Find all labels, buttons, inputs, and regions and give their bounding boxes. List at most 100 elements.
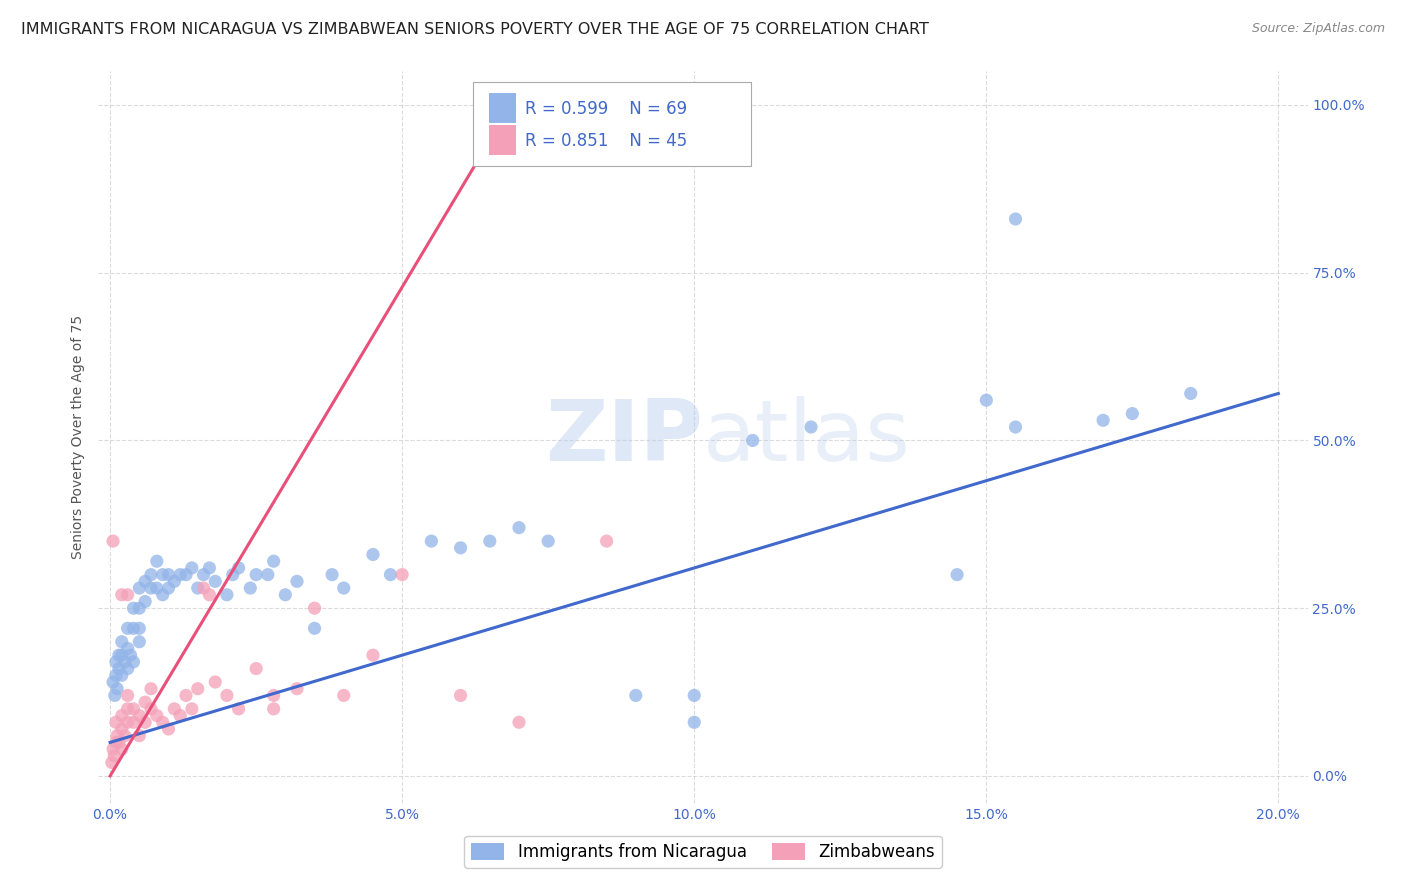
Point [134,594,156,608]
Point [146,554,169,568]
Point [111,722,134,736]
Point [122,715,145,730]
Point [104,668,127,682]
Point [1180,386,1202,401]
Point [105,729,128,743]
Text: ZIP: ZIP [546,395,703,479]
Point [304,601,326,615]
Point [683,689,706,703]
Point [180,561,202,575]
Point [245,567,267,582]
Point [274,588,297,602]
Point [1092,413,1115,427]
Point [105,681,128,696]
Point [111,634,134,648]
Point [1121,407,1143,421]
Point [122,601,145,615]
Point [946,567,969,582]
Point [332,689,354,703]
Point [420,534,443,549]
Point [974,393,997,408]
Text: Source: ZipAtlas.com: Source: ZipAtlas.com [1251,22,1385,36]
Text: IMMIGRANTS FROM NICARAGUA VS ZIMBABWEAN SENIORS POVERTY OVER THE AGE OF 75 CORRE: IMMIGRANTS FROM NICARAGUA VS ZIMBABWEAN … [21,22,929,37]
Point [101,742,124,756]
Point [537,534,560,549]
Point [478,534,501,549]
Legend: Immigrants from Nicaragua, Zimbabweans: Immigrants from Nicaragua, Zimbabweans [464,836,942,868]
Point [111,742,134,756]
Point [128,581,150,595]
Point [285,574,308,589]
Point [169,708,191,723]
Point [263,689,285,703]
Point [256,567,278,582]
Point [128,729,150,743]
Point [134,715,156,730]
Point [174,689,197,703]
Point [108,735,131,749]
Point [122,621,145,635]
Point [361,648,384,662]
FancyBboxPatch shape [474,82,751,167]
Point [157,722,180,736]
Point [146,708,169,723]
Point [117,702,139,716]
Point [101,756,124,770]
Point [263,702,285,716]
Point [683,715,706,730]
Point [152,715,174,730]
Point [152,588,174,602]
Point [139,702,162,716]
Text: R = 0.851    N = 45: R = 0.851 N = 45 [526,132,688,150]
Point [595,534,617,549]
Point [263,554,285,568]
Point [117,621,139,635]
Point [198,561,221,575]
Point [508,521,530,535]
Point [114,729,136,743]
Point [321,567,343,582]
Point [245,662,267,676]
Point [104,715,127,730]
Text: atlas: atlas [703,395,911,479]
Point [139,567,162,582]
Point [361,548,384,562]
Point [193,567,215,582]
Point [111,708,134,723]
Point [215,588,238,602]
Point [114,655,136,669]
Point [285,681,308,696]
Point [134,695,156,709]
Point [193,581,215,595]
Point [169,567,191,582]
Point [180,702,202,716]
Point [450,541,472,555]
Point [157,567,180,582]
Point [198,588,221,602]
Point [117,662,139,676]
Point [122,655,145,669]
Point [174,567,197,582]
Point [228,702,250,716]
Point [104,655,127,669]
Point [111,648,134,662]
Point [128,634,150,648]
Point [800,420,823,434]
Point [101,675,124,690]
Point [128,621,150,635]
Point [122,702,145,716]
Point [120,648,142,662]
Point [108,648,131,662]
Point [163,702,186,716]
Point [157,581,180,595]
Y-axis label: Seniors Poverty Over the Age of 75: Seniors Poverty Over the Age of 75 [72,315,86,559]
Point [152,567,174,582]
Point [128,708,150,723]
Point [117,588,139,602]
Point [104,735,127,749]
Bar [489,93,516,123]
Point [304,621,326,635]
Point [146,581,169,595]
Point [508,715,530,730]
Point [332,581,354,595]
